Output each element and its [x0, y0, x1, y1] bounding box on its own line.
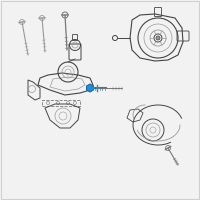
- Polygon shape: [87, 84, 93, 92]
- Circle shape: [156, 36, 160, 40]
